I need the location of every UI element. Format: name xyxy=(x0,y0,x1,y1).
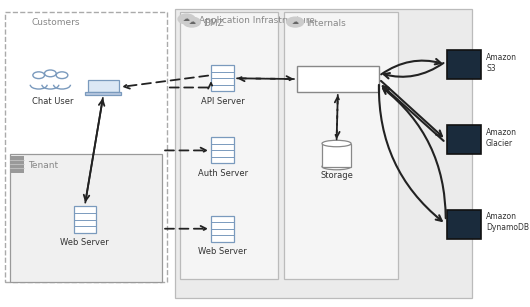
FancyBboxPatch shape xyxy=(446,50,481,79)
Text: ☁: ☁ xyxy=(183,16,190,22)
FancyBboxPatch shape xyxy=(446,209,481,239)
Circle shape xyxy=(183,17,200,27)
FancyBboxPatch shape xyxy=(211,216,234,242)
Text: ☁: ☁ xyxy=(292,19,299,25)
Text: Customers: Customers xyxy=(32,18,81,27)
Ellipse shape xyxy=(322,163,351,170)
FancyBboxPatch shape xyxy=(297,66,379,92)
FancyBboxPatch shape xyxy=(211,65,234,91)
FancyBboxPatch shape xyxy=(180,12,278,279)
FancyBboxPatch shape xyxy=(211,137,234,163)
Text: Amazon
S3: Amazon S3 xyxy=(486,52,517,73)
Text: Amazon
Glacier: Amazon Glacier xyxy=(486,128,517,148)
Ellipse shape xyxy=(322,140,351,147)
Text: DMZ: DMZ xyxy=(203,19,224,28)
Text: Auth Server: Auth Server xyxy=(198,169,248,178)
Text: Orchestration: Orchestration xyxy=(309,75,367,84)
Text: Web Server: Web Server xyxy=(60,238,109,247)
Text: Application Infrastructure: Application Infrastructure xyxy=(199,16,315,25)
FancyBboxPatch shape xyxy=(175,9,472,298)
FancyBboxPatch shape xyxy=(10,154,162,282)
Text: Internals: Internals xyxy=(306,19,346,28)
FancyBboxPatch shape xyxy=(322,144,351,166)
Text: Amazon
DynamoDB: Amazon DynamoDB xyxy=(486,212,529,232)
FancyBboxPatch shape xyxy=(284,12,398,279)
FancyBboxPatch shape xyxy=(88,80,119,92)
FancyBboxPatch shape xyxy=(85,92,121,95)
Text: API Server: API Server xyxy=(201,97,244,106)
Text: Storage: Storage xyxy=(320,171,353,180)
Circle shape xyxy=(178,14,195,24)
Text: ☁: ☁ xyxy=(188,19,196,25)
Circle shape xyxy=(287,17,304,27)
Text: Tenant: Tenant xyxy=(28,161,58,170)
FancyBboxPatch shape xyxy=(10,156,24,173)
FancyBboxPatch shape xyxy=(446,125,481,154)
Text: Web Server: Web Server xyxy=(198,247,247,256)
Text: Chat User: Chat User xyxy=(32,97,74,106)
FancyBboxPatch shape xyxy=(74,207,96,233)
